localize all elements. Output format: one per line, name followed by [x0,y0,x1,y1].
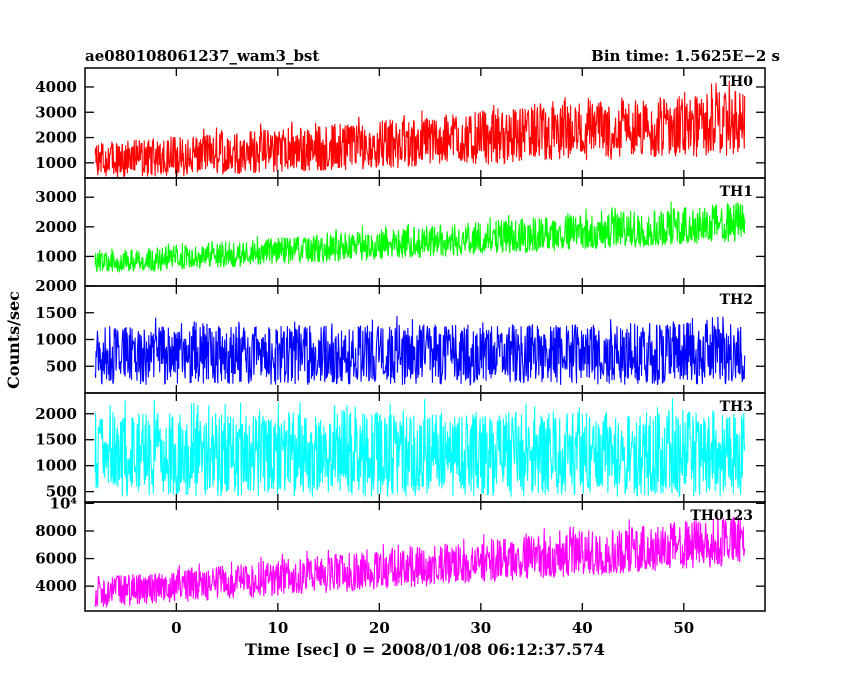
chart-title: ae080108061237_wam3_bst [85,47,319,65]
y-axis-label: Counts/sec [4,291,23,389]
series-line-th0123 [94,516,746,608]
panel-label-th1: TH1 [720,184,753,200]
y-tick-label: 3000 [35,188,77,206]
panel-label-th0: TH0 [720,74,754,90]
y-tick-label: 1500 [35,304,77,322]
y-tick-label: 2000 [35,405,77,423]
y-tick-label: 6000 [35,550,77,568]
series-line-th0 [94,80,746,178]
y-tick-label: 1000 [35,457,77,475]
y-tick-label: 3000 [35,103,77,121]
panel-frame-th0123 [84,501,766,612]
y-tick-label: 8000 [35,522,77,540]
y-tick-label: 1500 [35,431,77,449]
y-tick-label: 4000 [35,78,77,96]
y-tick-label: 500 [46,483,77,501]
y-tick-label: 10⁴ [50,494,78,512]
y-tick-label: 500 [46,357,77,375]
series-line-th3 [94,398,746,497]
y-tick-label: 4000 [35,577,77,595]
y-tick-label: 2000 [35,129,77,147]
y-tick-label: 2000 [35,218,77,236]
x-tick-label: 0 [171,619,181,637]
panel-label-th2: TH2 [720,292,753,308]
panel-label-th3: TH3 [720,399,753,415]
y-tick-label: 1000 [35,154,77,172]
series-line-th2 [94,315,746,386]
x-tick-label: 20 [369,619,390,637]
y-tick-label: 1000 [35,331,77,349]
panel-label-th0123: TH0123 [690,508,753,524]
bin-time-label: Bin time: 1.5625E−2 s [591,47,780,65]
x-tick-label: 50 [673,619,694,637]
x-tick-label: 40 [572,619,593,637]
series-line-th1 [94,201,746,273]
x-tick-label: 30 [470,619,491,637]
x-axis-label: Time [sec] 0 = 2008/01/08 06:12:37.574 [245,640,605,659]
y-tick-label: 2000 [35,277,77,295]
y-tick-label: 1000 [35,247,77,265]
x-tick-label: 10 [267,619,288,637]
